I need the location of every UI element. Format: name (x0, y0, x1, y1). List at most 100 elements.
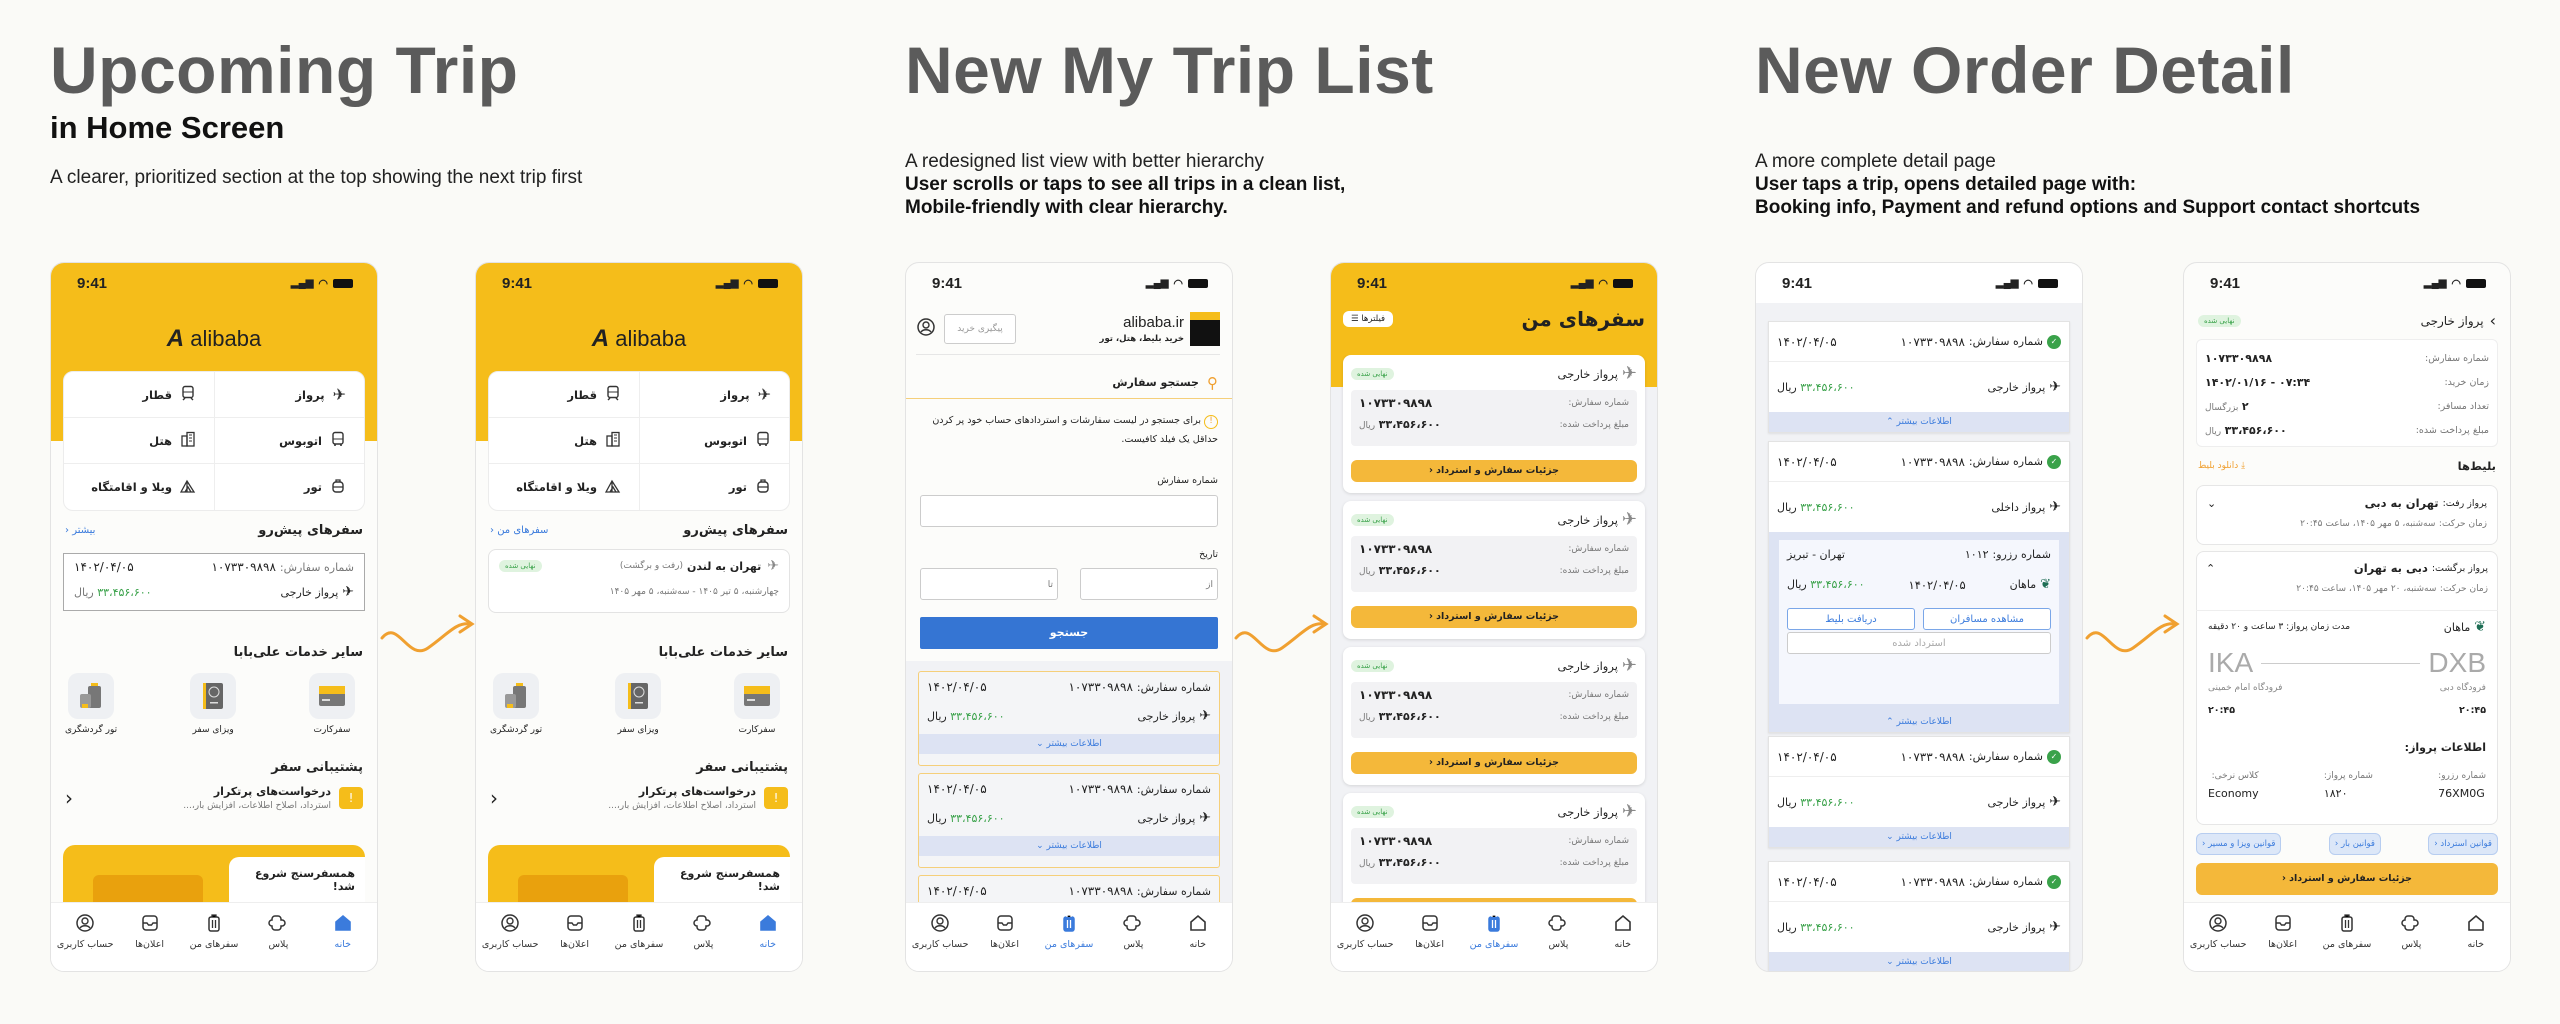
nav-item-plus[interactable]: پلاس (1526, 913, 1590, 971)
service-plane[interactable]: ✈ پرواز (639, 372, 789, 418)
download-ticket-link[interactable]: ⤓ دانلود بلیط (2198, 461, 2245, 471)
nav-item-home[interactable]: خانه (2444, 913, 2508, 971)
nav-item-suitcase[interactable]: سفرهای من (1037, 913, 1101, 971)
service-villa[interactable]: ویلا و اقامتگاه (64, 464, 214, 510)
support-faq-item[interactable]: ! درخواست‌های پرتکرار استرداد، اصلاح اطلاع… (65, 785, 363, 811)
nav-item-plus[interactable]: پلاس (1101, 913, 1165, 971)
nav-item-home[interactable]: خانه (1166, 913, 1230, 971)
nav-item-home[interactable]: خانه (311, 913, 375, 971)
nav-item-home[interactable]: خانه (1591, 913, 1655, 971)
filter-button[interactable]: فیلترها ☰ (1343, 311, 1394, 327)
service-hotel[interactable]: هتل (489, 418, 639, 464)
date-from-input[interactable] (1080, 568, 1218, 600)
more-info-toggle[interactable]: اطلاعات بیشتر ⌄ (919, 734, 1219, 754)
more-info-toggle[interactable]: اطلاعات بیشتر ⌃ (1769, 412, 2069, 432)
more-info-toggle[interactable]: اطلاعات بیشتر ⌄ (1769, 952, 2069, 971)
order-card[interactable]: ✓ شماره سفارش: ۱۰۷۳۳۰۹۸۹۸ ۱۴۰۲/۰۴/۰۵ ✈ پرواز… (1768, 861, 2070, 971)
nav-item-suitcase[interactable]: سفرهای من (182, 913, 246, 971)
more-info-toggle[interactable]: اطلاعات بیشتر ⌃ (1769, 712, 2069, 732)
more-info-toggle[interactable]: اطلاعات بیشتر ⌄ (1769, 827, 2069, 847)
nav-item-inbox[interactable]: اعلان‌ها (972, 913, 1036, 971)
order-card[interactable]: ✓ شماره سفارش: ۱۰۷۳۳۰۹۸۹۸ ۱۴۰۲/۰۴/۰۵ ✈ پرواز… (1768, 441, 2070, 733)
nav-item-suitcase[interactable]: سفرهای من (607, 913, 671, 971)
service-train[interactable]: قطار (489, 372, 639, 418)
more-link[interactable]: سفرهای من ‹ (490, 525, 548, 536)
order-details-button[interactable]: جزئیات سفارش و استرداد ‹ (2196, 863, 2498, 895)
order-label: شماره سفارش: (1968, 875, 2043, 888)
arrow-left-icon (2261, 662, 2421, 664)
nav-item-user[interactable]: حساب کاربری (53, 913, 117, 971)
other-service-passport[interactable]: ویزای سفر (615, 673, 662, 735)
nav-item-label: سفرهای من (614, 939, 664, 950)
rule-chip[interactable]: قوانین ویزا و مسیر ‹ (2196, 833, 2282, 855)
nav-item-suitcase[interactable]: سفرهای من (2315, 913, 2379, 971)
nav-item-user[interactable]: حساب کاربری (478, 913, 542, 971)
ticket-return[interactable]: پرواز برگشت: دبی به تهران ⌃ زمان حرکت: سه‌ش… (2196, 551, 2498, 611)
trip-type: پرواز خارجی (1557, 366, 1618, 381)
chevron-up-icon[interactable]: ⌃ (2206, 561, 2216, 575)
support-faq-item[interactable]: ! درخواست‌های پرتکرار استرداد، اصلاح اطلاع… (490, 785, 788, 811)
back-chevron-icon[interactable]: › (2489, 311, 2496, 330)
upcoming-trip-card[interactable]: شماره سفارش: ۱۰۷۳۳۰۹۸۹۸ ۱۴۰۲/۰۴/۰۵ ✈ پرواز … (63, 553, 365, 611)
order-card[interactable]: ✓ شماره سفارش: ۱۰۷۳۳۰۹۸۹۸ ۱۴۰۲/۰۴/۰۵ ✈ پرواز… (1768, 321, 2070, 433)
view-passengers-button[interactable]: مشاهده مسافران (1923, 608, 2051, 630)
nav-item-user[interactable]: حساب کاربری (1333, 913, 1397, 971)
get-ticket-button[interactable]: دریافت بلیط (1787, 608, 1915, 630)
track-order-input[interactable]: پیگیری خرید (944, 313, 1016, 344)
other-service-luggage[interactable]: تور گردشگری (65, 673, 117, 735)
service-tour[interactable]: تور (639, 464, 789, 510)
upcoming-header: سفرهای پیش‌رو بیشتر ‹ (65, 523, 363, 538)
nav-item-plus[interactable]: پلاس (671, 913, 735, 971)
service-plane[interactable]: ✈ پرواز (214, 372, 364, 418)
order-card[interactable]: ✓ شماره سفارش: ۱۰۷۳۳۰۹۸۹۸ ۱۴۰۲/۰۴/۰۵ ✈ پرواز… (1768, 736, 2070, 848)
other-service-card[interactable]: سفرکارت (734, 673, 780, 735)
more-link[interactable]: بیشتر ‹ (65, 525, 95, 536)
order-details-button[interactable]: جزئیات سفارش و استرداد ‹ (1351, 898, 1637, 902)
service-train[interactable]: قطار (64, 372, 214, 418)
time-label: زمان حرکت: (2438, 519, 2487, 529)
nav-item-inbox[interactable]: اعلان‌ها (2250, 913, 2314, 971)
nav-item-home[interactable]: خانه (736, 913, 800, 971)
order-details-button[interactable]: جزئیات سفارش و استرداد ‹ (1351, 752, 1637, 774)
nav-item-inbox[interactable]: اعلان‌ها (117, 913, 181, 971)
rule-chip[interactable]: قوانین بار ‹ (2328, 833, 2381, 855)
other-service-passport[interactable]: ویزای سفر (190, 673, 237, 735)
nav-item-plus[interactable]: پلاس (2379, 913, 2443, 971)
chevron-down-icon[interactable]: ⌄ (2207, 496, 2217, 510)
user-icon[interactable] (916, 317, 936, 340)
trip-card[interactable]: ✈ پرواز خارجی نهایی شده شماره سفارش: ۱۰۷۳۳۰… (1343, 355, 1645, 493)
order-details-button[interactable]: جزئیات سفارش و استرداد ‹ (1351, 606, 1637, 628)
trip-card[interactable]: ✈ پرواز خارجی نهایی شده شماره سفارش: ۱۰۷۳۳۰… (1343, 793, 1645, 902)
nav-item-user[interactable]: حساب کاربری (2186, 913, 2250, 971)
search-button[interactable]: جستجو (920, 617, 1218, 649)
ticket-outbound[interactable]: پرواز رفت: تهران به دبی ⌄ زمان حرکت: سه‌شنب… (2196, 485, 2498, 545)
date-to-input[interactable] (920, 568, 1058, 600)
order-date: ۱۴۰۲/۰۴/۰۵ (1777, 334, 1837, 349)
airline: ماهان (2009, 578, 2037, 591)
other-service-luggage[interactable]: تور گردشگری (490, 673, 542, 735)
service-hotel[interactable]: هتل (64, 418, 214, 464)
info-icon: ! (1204, 415, 1218, 429)
trip-card[interactable]: ✈ پرواز خارجی نهایی شده شماره سفارش: ۱۰۷۳۳۰… (1343, 501, 1645, 639)
order-number-input[interactable] (920, 495, 1218, 527)
service-bus[interactable]: اتوبوس (639, 418, 789, 464)
nav-item-suitcase[interactable]: سفرهای من (1462, 913, 1526, 971)
nav-item-user[interactable]: حساب کاربری (908, 913, 972, 971)
more-info-toggle[interactable]: اطلاعات بیشتر ⌄ (919, 836, 1219, 856)
service-villa[interactable]: ویلا و اقامتگاه (489, 464, 639, 510)
service-bus[interactable]: اتوبوس (214, 418, 364, 464)
order-details-button[interactable]: جزئیات سفارش و استرداد ‹ (1351, 460, 1637, 482)
nav-item-inbox[interactable]: اعلان‌ها (542, 913, 606, 971)
trip-dates: چهارشنبه، ۵ تیر ۱۴۰۵ - سه‌شنبه، ۵ مهر ۱۴… (609, 587, 779, 597)
nav-item-inbox[interactable]: اعلان‌ها (1397, 913, 1461, 971)
rule-chip[interactable]: قوانین استرداد ‹ (2428, 833, 2498, 855)
other-service-card[interactable]: سفرکارت (309, 673, 355, 735)
nav-item-plus[interactable]: پلاس (246, 913, 310, 971)
service-tour[interactable]: تور (214, 464, 364, 510)
upcoming-trip-card[interactable]: ✈ تهران به لندن (رفت و برگشت) نهایی شده چها… (488, 549, 790, 613)
trip-card[interactable]: ✈ پرواز خارجی نهایی شده شماره سفارش: ۱۰۷۳۳۰… (1343, 647, 1645, 785)
page-header: سفرهای من فیلترها ☰ (1343, 307, 1645, 331)
